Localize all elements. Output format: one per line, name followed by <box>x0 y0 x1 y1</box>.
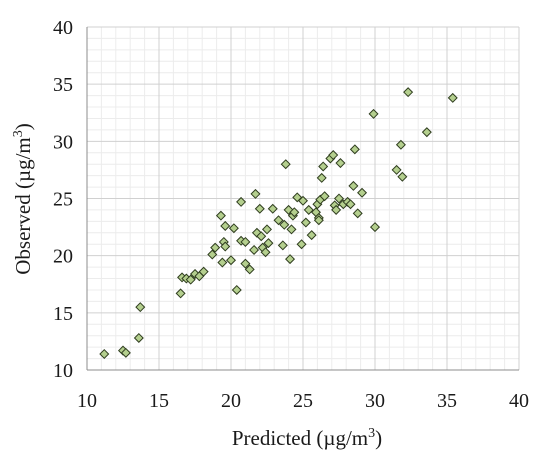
y-tick-label: 35 <box>53 74 73 96</box>
data-point <box>306 230 317 241</box>
data-point <box>345 199 356 210</box>
data-point <box>333 193 345 204</box>
data-point <box>210 242 221 253</box>
data-point <box>273 215 284 226</box>
data-point <box>256 231 267 242</box>
data-point <box>254 203 265 214</box>
x-tick-labels: 10 15 20 25 30 35 40 <box>77 390 529 412</box>
y-tick-label: 40 <box>53 17 73 39</box>
data-point <box>260 247 271 258</box>
x-tick-label: 10 <box>77 390 97 412</box>
data-point <box>297 195 309 206</box>
data-point <box>283 204 294 215</box>
data-points <box>99 87 458 360</box>
data-point <box>279 219 290 230</box>
x-tick-label: 20 <box>221 390 241 412</box>
data-point <box>318 161 329 172</box>
data-point <box>244 264 255 275</box>
data-point <box>267 203 278 214</box>
data-point <box>328 150 339 161</box>
x-tick-label: 40 <box>509 390 529 412</box>
x-tick-label: 30 <box>365 390 385 412</box>
data-point <box>369 222 381 233</box>
data-point <box>286 224 297 235</box>
data-point <box>348 180 359 191</box>
data-point <box>231 284 242 295</box>
data-point <box>99 348 110 360</box>
data-point <box>261 224 273 235</box>
y-tick-label: 15 <box>53 303 73 325</box>
data-point <box>198 266 209 277</box>
data-point <box>368 108 379 119</box>
data-point <box>249 244 260 255</box>
data-point <box>357 187 368 198</box>
data-point <box>285 254 296 265</box>
data-point <box>220 220 231 231</box>
data-point <box>331 204 342 215</box>
data-point <box>352 208 363 219</box>
data-point <box>250 188 261 199</box>
y-tick-labels: 10 15 20 25 30 35 40 <box>53 17 73 382</box>
data-point <box>220 241 231 252</box>
y-tick-label: 20 <box>53 246 73 268</box>
data-point <box>391 164 402 175</box>
data-point <box>215 210 226 221</box>
data-point <box>349 144 360 155</box>
data-point <box>135 302 146 313</box>
data-point <box>313 215 324 226</box>
data-point <box>236 196 247 207</box>
data-point <box>316 172 327 183</box>
data-point <box>403 87 414 98</box>
data-point <box>225 255 237 266</box>
data-point <box>300 217 311 228</box>
data-point <box>240 258 251 269</box>
data-point <box>175 288 186 299</box>
data-point <box>280 159 291 170</box>
data-point <box>185 274 196 285</box>
x-tick-label: 15 <box>149 390 169 412</box>
data-point <box>207 249 218 260</box>
data-point <box>251 227 262 238</box>
x-axis-title: Predicted (µg/m3) <box>232 426 382 450</box>
y-axis-title: Observed (µg/m3) <box>11 123 35 274</box>
data-point <box>335 158 346 169</box>
data-point <box>319 191 330 202</box>
x-tick-label: 35 <box>437 390 457 412</box>
data-point <box>240 236 251 247</box>
data-point <box>397 171 408 182</box>
data-point <box>421 127 432 138</box>
data-point <box>133 332 144 343</box>
data-point <box>120 347 131 358</box>
y-tick-label: 10 <box>53 360 73 382</box>
data-point <box>292 192 303 203</box>
data-point <box>289 207 300 218</box>
data-point <box>277 240 288 251</box>
data-point <box>263 238 274 249</box>
y-tick-label: 25 <box>53 189 73 211</box>
y-tick-label: 30 <box>53 131 73 153</box>
data-point <box>447 92 458 103</box>
data-point <box>296 239 307 250</box>
x-tick-label: 25 <box>293 390 313 412</box>
data-point <box>217 257 228 268</box>
data-point <box>189 268 201 279</box>
data-point <box>395 139 406 150</box>
data-point <box>228 223 239 234</box>
axes <box>86 27 519 371</box>
data-point <box>303 204 314 215</box>
